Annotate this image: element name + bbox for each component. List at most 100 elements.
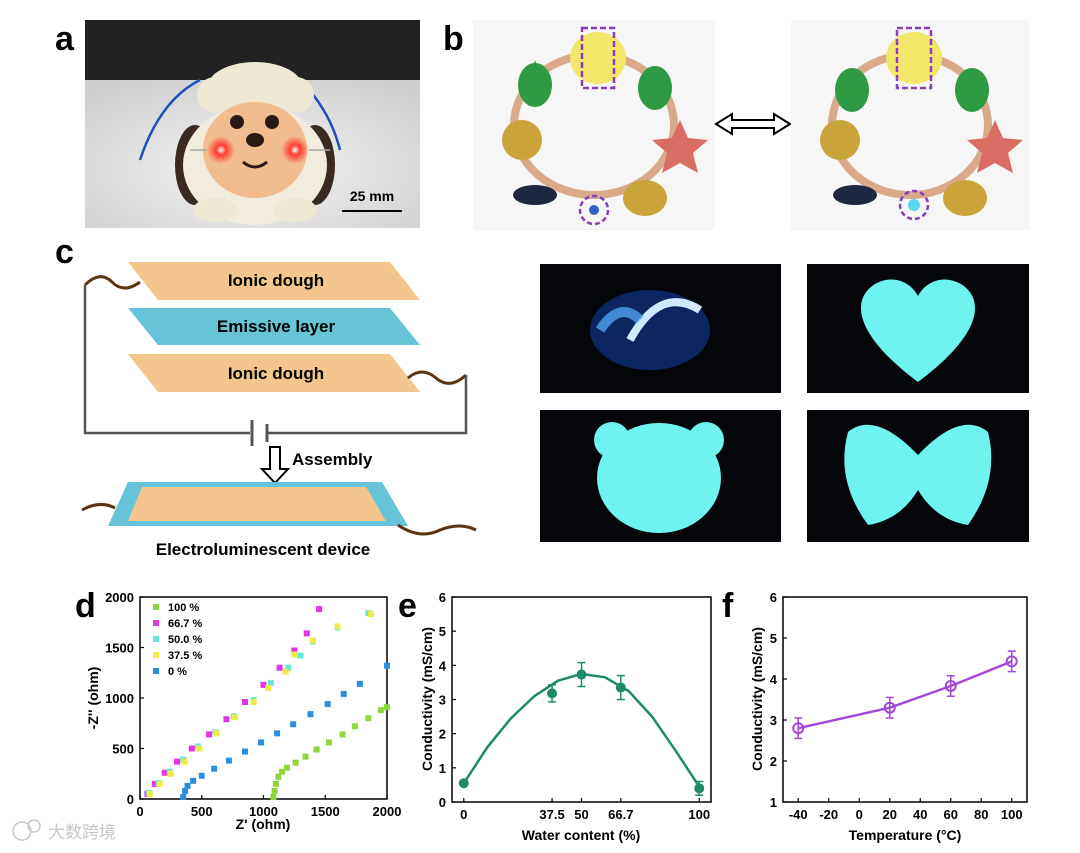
point-d-d_37_5 (367, 611, 374, 618)
point-d-d_0 (198, 772, 205, 779)
panel-label-f: f (722, 587, 734, 625)
point-d-d_66_7 (188, 745, 195, 752)
x-tick-label-d: 2000 (373, 804, 402, 819)
point-d-d_100 (377, 707, 384, 714)
fit-curve-e (462, 672, 701, 788)
x-tick-label-f: 40 (913, 807, 927, 822)
point-d-d_100 (272, 780, 279, 787)
circuit-left (83, 285, 250, 435)
legend-marker-d (153, 620, 159, 626)
point-f (944, 679, 957, 692)
point-d-d_50 (285, 664, 292, 671)
chart-d: d Z' (ohm) -Z'' (ohm) 0 500 1000 1500 2000 0 5… (75, 587, 401, 832)
x-tick-label-f: 100 (1001, 807, 1023, 822)
point-d-d_0 (290, 721, 297, 728)
glow-photo-1 (540, 264, 781, 393)
ylabel-d: -Z'' (ohm) (85, 667, 101, 730)
x-tick-label-e: 37.5 (539, 807, 564, 822)
panel-label-b: b (443, 20, 464, 58)
point-d-d_0 (324, 701, 331, 708)
x-tick-label-f: -20 (819, 807, 838, 822)
panel-label-e: e (398, 587, 417, 625)
double-arrow (714, 112, 792, 136)
point-d-d_66_7 (241, 699, 248, 706)
watermark: 大数跨境 (12, 819, 116, 843)
panel-label-a: a (55, 20, 75, 58)
legend-label-d: 0 % (168, 666, 187, 678)
point-d-d_66_7 (223, 716, 230, 723)
layer-ionic-dough-bottom (128, 354, 420, 392)
point-d-d_100 (275, 773, 282, 780)
y-tick-label-d: 2000 (105, 590, 134, 605)
y-tick-label-f: 5 (770, 631, 777, 646)
point-e (694, 783, 705, 794)
point-d-d_66_7 (161, 769, 168, 776)
watermark-text: 大数跨境 (48, 823, 116, 843)
point-d-d_37_5 (334, 623, 341, 630)
xlabel-d: Z' (ohm) (236, 816, 291, 832)
device-wire-right (397, 523, 477, 536)
y-tick-label-e: 3 (439, 693, 446, 708)
device-label: Electroluminescent device (156, 540, 370, 559)
layer-emissive (128, 308, 420, 345)
y-tick-label-e: 1 (439, 761, 446, 776)
point-d-d_0 (340, 690, 347, 697)
point-d-d_100 (279, 768, 286, 775)
point-e (615, 682, 626, 693)
layer-ionic-dough-top (128, 262, 420, 300)
glow-photo-heart (807, 264, 1029, 393)
y-tick-label-f: 6 (770, 590, 777, 605)
point-d-d_0 (274, 730, 281, 737)
point-d-d_37_5 (167, 770, 174, 777)
glow-photo-bow (807, 410, 1029, 542)
layer-bottom-label: Ionic dough (228, 364, 324, 383)
point-d-d_0 (241, 748, 248, 755)
panel-b: b (443, 20, 1029, 230)
legend-marker-d (153, 668, 159, 674)
point-d-d_37_5 (213, 730, 220, 737)
point-d-d_37_5 (196, 745, 203, 752)
assembly-arrow (259, 446, 291, 485)
x-tick-label-f: -40 (789, 807, 808, 822)
point-d-d_100 (270, 793, 277, 800)
point-d-d_100 (384, 704, 390, 711)
photo-a (85, 20, 420, 228)
y-tick-label-e: 2 (439, 727, 446, 742)
y-tick-label-f: 3 (770, 713, 777, 728)
point-d-d_66_7 (206, 731, 213, 738)
point-d-d_66_7 (276, 664, 283, 671)
x-tick-label-d: 1000 (249, 804, 278, 819)
legend-label-d: 50.0 % (168, 634, 202, 646)
point-d-d_100 (339, 731, 346, 738)
point-d-d_100 (351, 723, 358, 730)
x-tick-label-e: 66.7 (608, 807, 633, 822)
fit-line-f (798, 660, 1013, 730)
x-tick-label-d: 1500 (311, 804, 340, 819)
panel-a: a 25 mm (55, 20, 420, 228)
point-d-d_0 (180, 793, 187, 800)
glow-photo-bear (540, 410, 781, 542)
ylabel-f: Conductivity (mS/cm) (749, 627, 765, 771)
chart-f: f Temperature (°C) Conductivity (mS/cm) … (722, 587, 1028, 843)
point-d-d_0 (356, 680, 363, 687)
point-e (576, 669, 587, 680)
y-tick-label-d: 500 (112, 742, 134, 757)
point-d-d_0 (211, 765, 218, 772)
y-tick-label-d: 0 (127, 792, 134, 807)
panel-label-d: d (75, 587, 96, 625)
point-d-d_37_5 (146, 790, 153, 797)
legend-d: 100 % 66.7 % 50.0 % 37.5 % 0 % (153, 602, 202, 678)
point-e (547, 688, 558, 699)
point-d-d_50 (267, 679, 274, 686)
y-tick-label-d: 1500 (105, 641, 134, 656)
axes-frame-f (782, 596, 1028, 803)
point-d-d_37_5 (232, 714, 239, 721)
point-d-d_37_5 (250, 699, 257, 706)
layer-middle-label: Emissive layer (217, 317, 336, 336)
y-tick-label-e: 5 (439, 624, 446, 639)
point-d-d_0 (190, 777, 197, 784)
x-tick-label-d: 0 (136, 804, 143, 819)
point-d-d_37_5 (282, 668, 289, 675)
y-tick-label-f: 2 (770, 754, 777, 769)
